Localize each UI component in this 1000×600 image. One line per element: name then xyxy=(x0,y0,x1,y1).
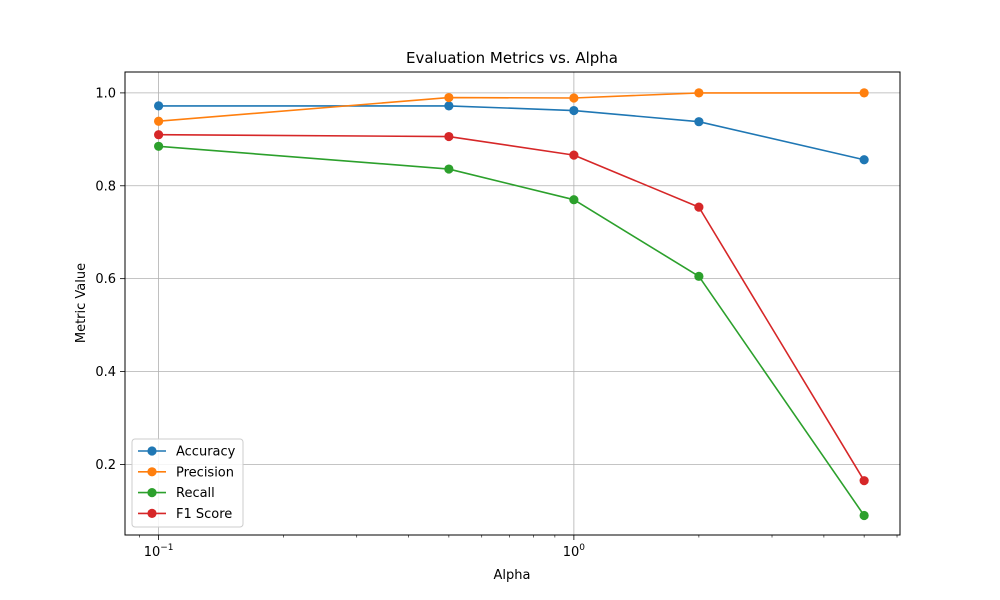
y-axis-label: Metric Value xyxy=(74,263,89,343)
data-point-f1-score xyxy=(569,150,579,160)
y-tick-label: 0.4 xyxy=(95,365,116,380)
y-tick-label: 0.6 xyxy=(95,272,116,287)
chart-title: Evaluation Metrics vs. Alpha xyxy=(406,49,618,67)
legend: Accuracy Precision Recall F1 Score xyxy=(131,438,244,528)
x-tick-label: 100 xyxy=(563,543,586,560)
legend-swatch-marker-f1-score xyxy=(147,508,157,518)
data-point-precision xyxy=(154,116,164,126)
data-point-f1-score xyxy=(859,476,869,486)
plot-frame xyxy=(124,71,901,536)
data-point-f1-score xyxy=(694,202,704,212)
data-point-recall xyxy=(154,141,164,151)
data-point-accuracy xyxy=(569,105,579,116)
x-tick-label: 10−1 xyxy=(144,543,174,560)
grid xyxy=(125,72,900,535)
data-point-precision xyxy=(569,93,579,103)
legend-label-f1-score: F1 Score xyxy=(176,507,232,522)
data-point-accuracy xyxy=(444,101,454,111)
data-point-precision xyxy=(444,92,454,103)
legend-label-precision: Precision xyxy=(176,465,234,480)
data-point-precision xyxy=(859,88,869,98)
y-tick-label: 0.2 xyxy=(95,458,116,473)
data-point-accuracy xyxy=(859,155,869,165)
data-point-f1-score xyxy=(154,130,164,140)
legend-swatch-marker-recall xyxy=(147,488,157,498)
data-point-accuracy xyxy=(694,117,704,127)
y-tick-label: 0.8 xyxy=(95,179,116,194)
y-tick-label: 1.0 xyxy=(95,86,116,101)
data-point-accuracy xyxy=(154,101,164,111)
legend-box xyxy=(131,438,244,528)
x-axis-label: Alpha xyxy=(494,568,531,583)
x-axis-ticks: 10−1 100 xyxy=(139,535,898,560)
data-point-precision xyxy=(694,88,704,98)
legend-swatch-marker-accuracy xyxy=(147,446,157,456)
plot-series xyxy=(154,88,869,521)
data-point-recall xyxy=(859,510,869,521)
data-point-recall xyxy=(569,195,579,205)
data-point-f1-score xyxy=(444,131,454,142)
legend-label-accuracy: Accuracy xyxy=(176,445,236,460)
y-axis-ticks: 0.2 0.4 0.6 0.8 1.0 xyxy=(95,86,125,473)
legend-swatch-marker-precision xyxy=(147,467,157,477)
data-point-recall xyxy=(694,271,704,281)
legend-label-recall: Recall xyxy=(176,486,215,501)
data-point-recall xyxy=(444,164,454,174)
